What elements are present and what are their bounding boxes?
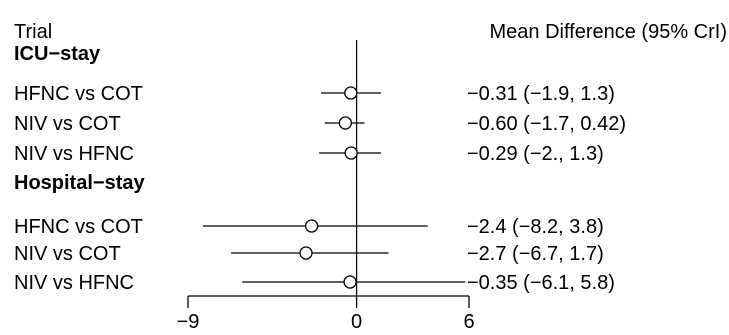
row-label: NIV vs COT xyxy=(14,113,121,135)
row-label: HFNC vs COT xyxy=(14,83,143,105)
estimate-text: −2.7 (−6.7, 1.7) xyxy=(467,243,604,265)
estimate-text: −0.60 (−1.7, 0.42) xyxy=(467,113,626,135)
point-estimate xyxy=(304,219,319,233)
row-label: NIV vs COT xyxy=(14,243,121,265)
trial-column-header: Trial xyxy=(14,21,52,43)
x-tick-label: 6 xyxy=(463,311,474,333)
row-label: NIV vs HFNC xyxy=(14,272,134,294)
estimate-text: −0.29 (−2., 1.3) xyxy=(467,143,604,165)
x-axis: −9 0 6 xyxy=(177,295,475,333)
estimate-column-header: Mean Difference (95% CrI) xyxy=(490,21,728,43)
x-tick-label: 0 xyxy=(351,311,362,333)
point-estimate xyxy=(344,86,358,100)
row-label: NIV vs HFNC xyxy=(14,143,134,165)
row-label: HFNC vs COT xyxy=(14,216,143,238)
estimate-text: −0.31 (−1.9, 1.3) xyxy=(467,83,615,105)
group-label: Hospital−stay xyxy=(14,172,145,194)
point-estimate xyxy=(338,116,353,130)
estimate-text: −2.4 (−8.2, 3.8) xyxy=(467,216,604,238)
point-estimate xyxy=(343,275,357,289)
x-tick-label: −9 xyxy=(177,311,200,333)
rows-layer: ICU−stay HFNC vs COT −0.31 (−1.9, 1.3) NIV … xyxy=(14,40,626,296)
estimate-text: −0.35 (−6.1, 5.8) xyxy=(467,272,615,294)
group-label: ICU−stay xyxy=(14,43,101,65)
point-estimate xyxy=(299,246,313,260)
point-estimate xyxy=(344,146,358,160)
